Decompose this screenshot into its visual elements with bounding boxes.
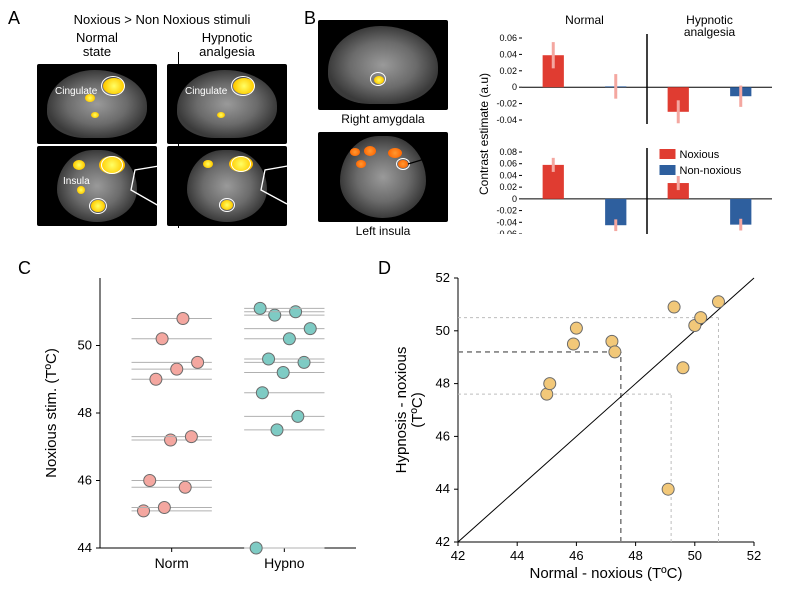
svg-text:48: 48 [436,376,450,391]
label-cingulate-2: Cingulate [185,86,227,97]
label-insula: Insula [63,176,90,187]
svg-text:0.02: 0.02 [499,182,517,192]
svg-text:48: 48 [628,548,642,563]
svg-text:0.02: 0.02 [499,66,517,76]
panel-a-col2-head: Hypnoticanalgesia [162,31,292,60]
svg-text:0.08: 0.08 [499,147,517,157]
panel-d-scatter: 42 44 46 48 50 52 42 44 46 48 50 52 Normal - noxious… [388,264,768,584]
panel-label-a: A [8,8,20,29]
brain-sagittal-hypno: Cingulate [167,64,287,144]
svg-text:Noxious: Noxious [680,149,720,161]
figure-root: A B C D Noxious > Non Noxious stimuli No… [8,8,779,601]
svg-text:Normal: Normal [565,14,604,27]
panel-a-col-hypno: Hypnoticanalgesia Cingulate [162,31,292,228]
svg-text:42: 42 [451,548,465,563]
panel-b: Right amygdala Left insula NormalHypnoti… [308,10,778,238]
svg-text:Hypno: Hypno [264,555,305,571]
svg-text:0.06: 0.06 [499,159,517,169]
svg-text:Normal - noxious (TºC): Normal - noxious (TºC) [529,565,682,582]
svg-text:-0.02: -0.02 [496,206,517,216]
panel-a-col1-head: Normalstate [32,31,162,60]
svg-text:Non-noxious: Non-noxious [680,165,742,177]
svg-text:0.06: 0.06 [499,33,517,43]
svg-text:-0.02: -0.02 [496,99,517,109]
label-right-amygdala: Right amygdala [318,112,448,126]
svg-text:46: 46 [78,473,92,488]
svg-text:42: 42 [436,534,450,549]
svg-text:-0.06: -0.06 [496,229,517,234]
svg-text:-0.04: -0.04 [496,217,517,227]
brain-axial-hypno [167,146,287,226]
svg-text:0.04: 0.04 [499,49,517,59]
svg-text:50: 50 [688,548,702,563]
brain-axial-normal: Insula [37,146,157,226]
svg-text:50: 50 [78,338,92,353]
svg-text:52: 52 [747,548,761,563]
svg-text:44: 44 [436,481,450,496]
svg-text:Contrast estimate (a.u): Contrast estimate (a.u) [478,73,491,195]
brain-right-amygdala [318,20,448,110]
svg-text:46: 46 [436,428,450,443]
panel-label-c: C [18,258,31,279]
svg-text:46: 46 [569,548,583,563]
label-left-insula: Left insula [318,224,448,238]
svg-text:0: 0 [512,82,517,92]
svg-text:50: 50 [436,323,450,338]
panel-a-title: Noxious > Non Noxious stimuli [22,12,302,27]
svg-text:52: 52 [436,270,450,285]
svg-text:0: 0 [512,194,517,204]
svg-text:0.04: 0.04 [499,170,517,180]
svg-text:Norm: Norm [155,555,189,571]
label-cingulate: Cingulate [55,86,97,97]
svg-text:(TºC): (TºC) [409,392,426,427]
svg-text:-0.04: -0.04 [496,115,517,125]
svg-text:analgesia: analgesia [684,25,736,39]
panel-c-stripplot: 44 46 48 50 Norm Hypno Noxious stim. (TºC) [38,264,368,584]
panel-b-barchart: NormalHypnoticanalgesiaContrast estimate… [478,14,778,234]
brain-left-insula [318,132,448,222]
svg-text:48: 48 [78,405,92,420]
panel-a: Noxious > Non Noxious stimuli Normalstat… [22,12,302,228]
svg-text:Noxious stim. (TºC): Noxious stim. (TºC) [43,348,60,478]
brain-sagittal-normal: Cingulate [37,64,157,144]
svg-text:44: 44 [78,540,92,555]
svg-text:Hypnosis - noxious: Hypnosis - noxious [393,347,410,474]
panel-a-col-normal: Normalstate Cingulate [32,31,162,228]
svg-text:44: 44 [510,548,524,563]
